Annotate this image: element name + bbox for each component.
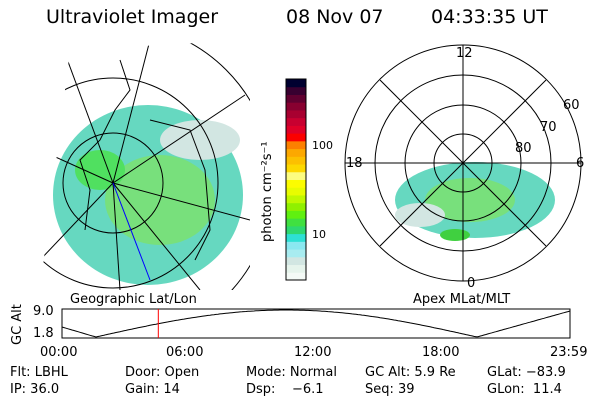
colorbar-swatch — [286, 125, 306, 134]
colorbar-swatch — [286, 241, 306, 250]
colorbar-swatch — [286, 148, 306, 157]
colorbar-swatch — [286, 117, 306, 126]
time-label: 04:33:35 UT — [431, 6, 548, 28]
colorbar-swatch — [286, 218, 306, 227]
colorbar-swatch — [286, 194, 306, 204]
colorbar-swatch — [286, 133, 306, 142]
colorbar-swatch — [286, 140, 306, 150]
colorbar-swatch — [286, 171, 306, 180]
dsp-info: Dsp: −6.1 — [246, 382, 324, 397]
xtick-0000: 00:00 — [40, 345, 78, 360]
colorbar-swatch — [286, 233, 306, 242]
colorbar-swatch — [286, 102, 306, 111]
mlat-mlt-grid — [344, 44, 582, 282]
apex-label: Apex MLat/MLT — [413, 292, 511, 307]
gain-info: Gain: 14 — [125, 382, 180, 397]
colorbar-swatch — [286, 156, 306, 165]
colorbar-swatch — [286, 86, 306, 95]
colorbar-swatch — [286, 94, 306, 103]
xtick-0600: 06:00 — [166, 345, 204, 360]
lat-lon-grid — [40, 40, 250, 290]
geographic-map — [40, 40, 250, 290]
geographic-label: Geographic Lat/Lon — [70, 292, 197, 307]
filter-info: Flt: LBHL — [10, 365, 68, 380]
seq-info: Seq: 39 — [365, 382, 415, 397]
mlt-label-0: 0 — [467, 276, 476, 291]
colorbar-swatch — [286, 210, 306, 219]
colorbar-swatch — [286, 225, 306, 235]
colorbar-swatch — [286, 272, 306, 281]
terminator-line — [112, 182, 151, 281]
colorbar-swatch — [286, 179, 306, 188]
ytick-9: 9.0 — [33, 304, 54, 319]
mlat-label-70: 70 — [540, 120, 557, 135]
altitude-plot-frame — [61, 308, 571, 339]
mode-info: Mode: Normal — [246, 365, 337, 380]
altitude-ylabel: GC Alt — [10, 304, 25, 345]
ytick-1-8: 1.8 — [33, 326, 54, 341]
mlt-label-18: 18 — [346, 156, 363, 171]
mlt-label-12: 12 — [456, 46, 473, 61]
colorbar-tick-100: 100 — [312, 139, 333, 152]
door-info: Door: Open — [125, 365, 200, 380]
glat-info: GLat: −83.9 — [487, 365, 566, 380]
glon-info: GLon: 11.4 — [487, 382, 562, 397]
ip-info: IP: 36.0 — [10, 382, 60, 397]
gc-alt-info: GC Alt: 5.9 Re — [365, 365, 456, 380]
date-label: 08 Nov 07 — [286, 6, 384, 28]
polar-map — [344, 44, 582, 282]
colorbar-swatch — [286, 202, 306, 211]
colorbar-unit-label: photon cm⁻²s⁻¹ — [260, 141, 275, 242]
colorbar-swatch — [286, 249, 306, 258]
colorbar — [286, 79, 306, 281]
xtick-2359: 23:59 — [550, 345, 588, 360]
mlat-label-60: 60 — [563, 98, 580, 113]
mlat-label-80: 80 — [515, 141, 532, 156]
coastline — [79, 59, 211, 261]
colorbar-swatch — [286, 164, 306, 173]
altitude-curve — [61, 309, 571, 338]
colorbar-swatch — [286, 256, 306, 266]
colorbar-swatch — [286, 79, 306, 88]
colorbar-swatch — [286, 264, 306, 273]
colorbar-swatch — [286, 187, 306, 196]
xtick-1200: 12:00 — [294, 345, 332, 360]
xtick-1800: 18:00 — [422, 345, 460, 360]
colorbar-tick-10: 10 — [312, 228, 326, 241]
instrument-title: Ultraviolet Imager — [46, 6, 219, 28]
colorbar-swatch — [286, 109, 306, 119]
mlt-label-6: 6 — [576, 156, 585, 171]
